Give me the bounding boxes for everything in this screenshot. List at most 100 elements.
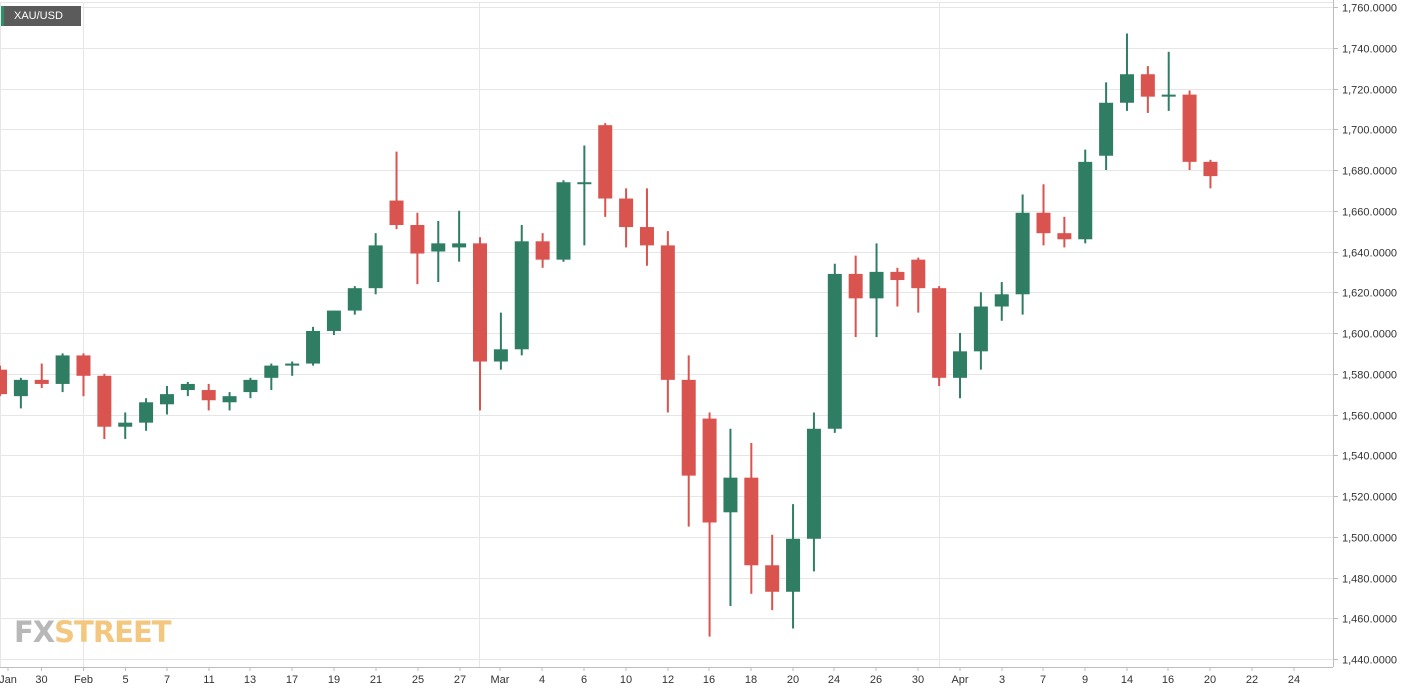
candle-body	[806, 428, 821, 539]
candle-body	[34, 379, 49, 384]
candle-body	[848, 273, 863, 299]
candle-body	[723, 477, 738, 513]
candle-body	[786, 538, 801, 592]
x-tick-label: 26	[870, 674, 882, 686]
candle-body	[159, 394, 174, 405]
x-tick-label: 27	[454, 674, 466, 686]
x-tick-label: 30	[35, 674, 47, 686]
y-tick-label: 1,520.0000	[1342, 492, 1397, 504]
x-tick-label: 24	[1288, 674, 1300, 686]
watermark-street: STREET	[54, 615, 171, 649]
y-tick-label: 1,560.0000	[1342, 411, 1397, 423]
candle-body	[1036, 212, 1051, 234]
candle-body	[368, 245, 383, 289]
x-tick-label: 11	[203, 674, 214, 686]
candle-body	[619, 198, 634, 228]
candle-body	[577, 182, 592, 185]
candle-body	[973, 306, 988, 352]
candle-body	[389, 200, 404, 226]
x-tick-label: 13	[244, 674, 256, 686]
y-tick-label: 1,640.0000	[1342, 248, 1397, 260]
symbol-legend: XAU/USD	[1, 6, 81, 26]
candle-body	[660, 245, 675, 380]
candle-body	[953, 351, 968, 378]
candle-body	[452, 243, 467, 248]
x-tick-label: 19	[328, 674, 340, 686]
candle-body	[1057, 233, 1072, 240]
x-tick-label: 16	[1162, 674, 1174, 686]
x-tick-label: 14	[1121, 674, 1133, 686]
x-tick-label: 20	[1204, 674, 1216, 686]
x-tick-label: 4	[539, 674, 545, 686]
x-tick-label: 7	[1040, 674, 1046, 686]
candle-body	[1099, 102, 1114, 156]
y-tick-label: 1,740.0000	[1342, 44, 1397, 56]
candle-body	[326, 310, 341, 331]
candle-body	[243, 379, 258, 393]
y-tick-label: 1,660.0000	[1342, 207, 1397, 219]
candle-body	[911, 259, 926, 289]
candle-body	[681, 379, 696, 476]
y-tick-label: 1,500.0000	[1342, 533, 1397, 545]
y-tick-label: 1,480.0000	[1342, 574, 1397, 586]
x-tick-label: Feb	[74, 674, 93, 686]
x-tick-label: 10	[620, 674, 632, 686]
candle-body	[765, 565, 780, 592]
candle-body	[890, 271, 905, 281]
candle-body	[994, 294, 1009, 307]
watermark-fx: FX	[14, 615, 55, 649]
candle-body	[55, 355, 70, 384]
x-tick-label: 3	[999, 674, 1005, 686]
y-tick-label: 1,580.0000	[1342, 370, 1397, 382]
x-tick-label: 20	[787, 674, 799, 686]
candle-body	[139, 402, 154, 423]
candle-body	[97, 375, 112, 427]
y-tick-label: 1,540.0000	[1342, 451, 1397, 463]
x-tick-label: 5	[122, 674, 128, 686]
candle-body	[13, 379, 28, 397]
candle-body	[180, 383, 195, 391]
x-tick-label: Apr	[951, 674, 968, 686]
x-tick-label: 18	[745, 674, 757, 686]
y-tick-label: 1,760.0000	[1342, 3, 1397, 15]
candle-body	[869, 271, 884, 299]
candle-body	[1119, 74, 1134, 103]
candle-body	[932, 288, 947, 378]
candle-body	[702, 418, 717, 523]
candle-body	[1078, 161, 1093, 240]
candle-body	[535, 241, 550, 260]
brand-watermark: FXSTREET	[14, 615, 172, 649]
x-tick-label: 22	[1246, 674, 1258, 686]
candle-body	[827, 273, 842, 429]
x-tick-label: 16	[703, 674, 715, 686]
x-tick-label: Mar	[491, 674, 510, 686]
candle-body	[1203, 161, 1218, 177]
candle-body	[556, 182, 571, 260]
candle-body	[639, 227, 654, 246]
candle-body	[264, 365, 279, 378]
candle-body	[347, 288, 362, 311]
x-tick-label: 7	[164, 674, 170, 686]
candle-body	[222, 396, 237, 403]
x-tick-label: 6	[581, 674, 587, 686]
candle-body	[744, 477, 759, 566]
x-tick-label: 24	[828, 674, 840, 686]
y-tick-label: 1,620.0000	[1342, 288, 1397, 300]
candle-body	[473, 243, 488, 362]
candle-body	[76, 355, 91, 376]
y-tick-label: 1,720.0000	[1342, 85, 1397, 97]
y-tick-label: 1,460.0000	[1342, 614, 1397, 626]
x-tick-label: 12	[662, 674, 674, 686]
y-tick-label: 1,680.0000	[1342, 166, 1397, 178]
x-tick-label: 17	[286, 674, 298, 686]
candle-body	[118, 422, 133, 427]
candle-body	[410, 225, 425, 254]
symbol-label: XAU/USD	[14, 10, 63, 22]
candle-body	[285, 363, 300, 366]
candle-body	[1182, 94, 1197, 162]
candle-body	[201, 390, 216, 401]
candle-body	[1015, 212, 1030, 295]
candle-body	[598, 125, 613, 199]
